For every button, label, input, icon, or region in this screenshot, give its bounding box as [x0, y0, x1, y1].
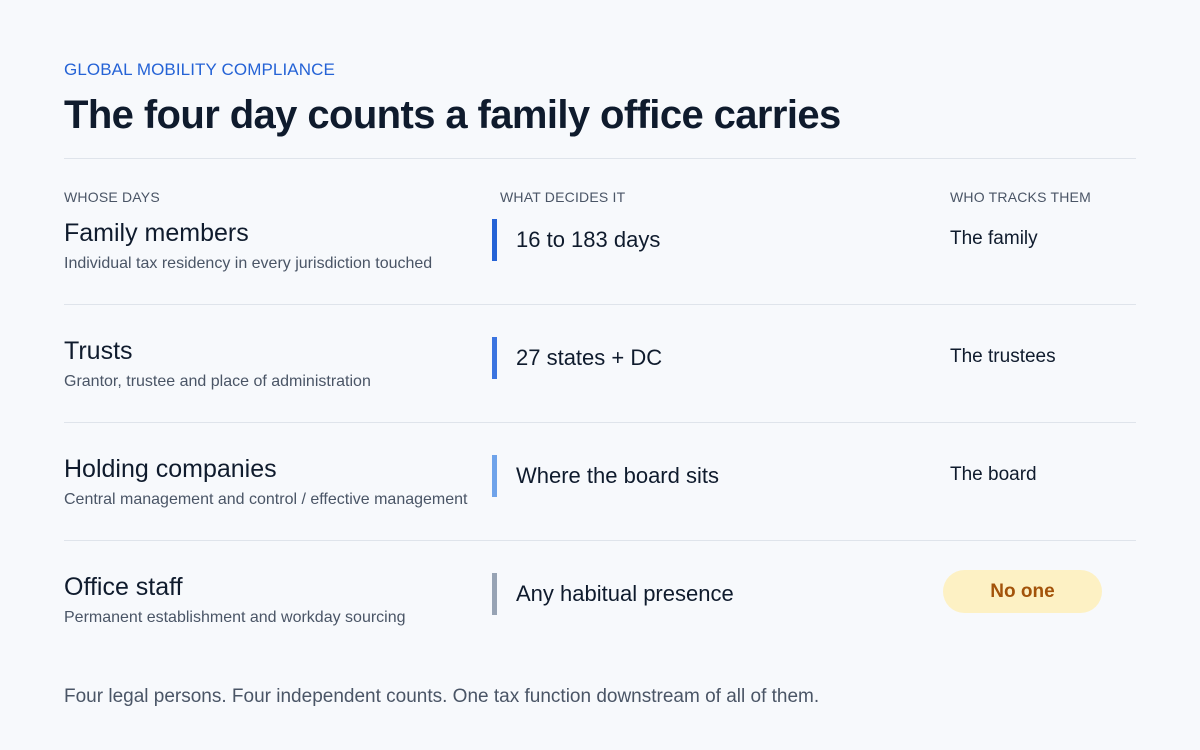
tracker-highlight-badge: No one [943, 570, 1102, 613]
row-title: Office staff [64, 573, 183, 601]
row-tracker: The trustees [950, 346, 1056, 367]
accent-bar [492, 455, 497, 497]
row-detail: Grantor, trustee and place of administra… [64, 373, 371, 390]
column-header-what-decides: WHAT DECIDES IT [500, 189, 626, 205]
row-title: Family members [64, 219, 249, 247]
row-divider [64, 304, 1136, 305]
row-title: Holding companies [64, 455, 277, 483]
row-tracker: The family [950, 228, 1038, 249]
row-divider [64, 422, 1136, 423]
row-detail: Central management and control / effecti… [64, 491, 468, 508]
title-divider [64, 158, 1136, 159]
column-header-who-tracks: WHO TRACKS THEM [950, 189, 1091, 205]
row-detail: Individual tax residency in every jurisd… [64, 255, 433, 272]
row-detail: Permanent establishment and workday sour… [64, 609, 406, 626]
table-row-family-members: Family members Individual tax residency … [0, 219, 1200, 337]
row-title: Trusts [64, 337, 133, 365]
row-decides: Where the board sits [516, 463, 719, 488]
table-row-holding-companies: Holding companies Central management and… [0, 455, 1200, 573]
eyebrow-label: GLOBAL MOBILITY COMPLIANCE [64, 60, 335, 79]
table-row-office-staff: Office staff Permanent establishment and… [0, 570, 1200, 691]
column-header-whose-days: WHOSE DAYS [64, 189, 160, 205]
accent-bar [492, 573, 497, 615]
accent-bar [492, 337, 497, 379]
row-decides: Any habitual presence [516, 581, 734, 606]
table-row-trusts: Trusts Grantor, trustee and place of adm… [0, 337, 1200, 455]
page-title: The four day counts a family office carr… [64, 93, 841, 137]
row-divider [64, 540, 1136, 541]
row-decides: 16 to 183 days [516, 227, 661, 252]
row-decides: 27 states + DC [516, 345, 663, 370]
row-tracker: The board [950, 464, 1037, 485]
footer-summary: Four legal persons. Four independent cou… [64, 686, 820, 707]
accent-bar [492, 219, 497, 261]
